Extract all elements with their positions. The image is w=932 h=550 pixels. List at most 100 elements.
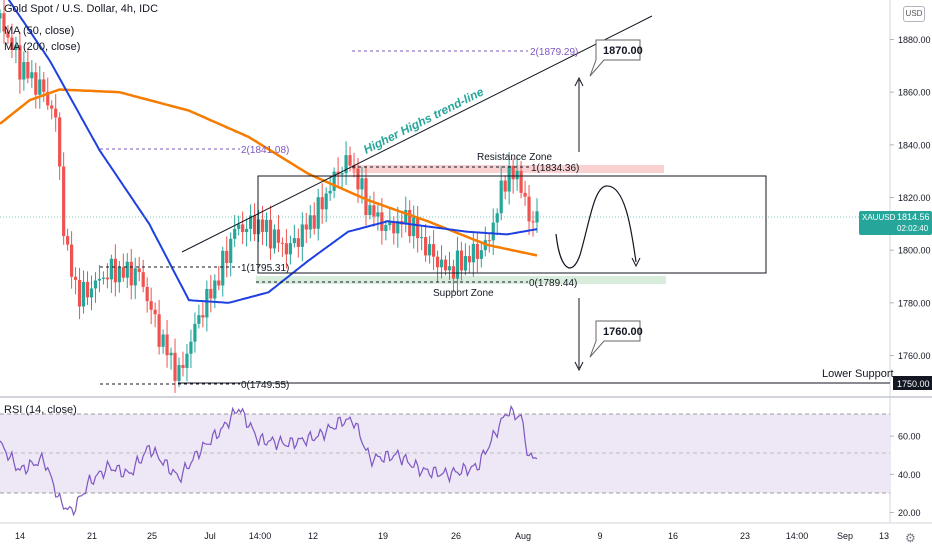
candle-body[interactable]: [519, 170, 523, 193]
range-rectangle[interactable]: [257, 175, 767, 274]
candle-body[interactable]: [121, 267, 125, 278]
candle-body[interactable]: [193, 323, 197, 342]
candle-body[interactable]: [527, 196, 531, 222]
candle-body[interactable]: [73, 276, 78, 280]
candle-body[interactable]: [6, 31, 10, 38]
candle-body[interactable]: [284, 243, 288, 255]
price-pane[interactable]: [0, 0, 890, 395]
candle-body[interactable]: [431, 244, 436, 257]
candle-body[interactable]: [360, 178, 364, 190]
candle-body[interactable]: [42, 79, 46, 92]
candle-body[interactable]: [487, 240, 491, 242]
candle-body[interactable]: [296, 238, 300, 247]
candle-body[interactable]: [165, 334, 169, 356]
candle-body[interactable]: [30, 72, 34, 79]
candle-body[interactable]: [105, 277, 109, 280]
candle-body[interactable]: [316, 197, 320, 229]
candle-body[interactable]: [245, 228, 249, 233]
candle-body[interactable]: [161, 334, 165, 347]
candle-body[interactable]: [205, 288, 209, 318]
candle-body[interactable]: [0, 13, 2, 19]
candle-body[interactable]: [189, 341, 193, 354]
candle-body[interactable]: [459, 250, 464, 271]
candle-body[interactable]: [523, 192, 527, 197]
candle-body[interactable]: [70, 244, 74, 277]
candle-body[interactable]: [368, 205, 372, 216]
candle-body[interactable]: [364, 178, 368, 216]
candle-body[interactable]: [424, 237, 428, 256]
candle-body[interactable]: [217, 280, 221, 286]
candle-body[interactable]: [137, 268, 141, 273]
candle-body[interactable]: [471, 243, 475, 263]
candle-body[interactable]: [308, 215, 312, 230]
candle-body[interactable]: [276, 229, 281, 243]
candle-body[interactable]: [416, 217, 420, 239]
candle-body[interactable]: [249, 215, 253, 229]
candle-body[interactable]: [439, 259, 444, 268]
candle-body[interactable]: [62, 166, 66, 237]
candle-body[interactable]: [2, 13, 6, 32]
candle-body[interactable]: [260, 219, 265, 232]
ma200-legend[interactable]: MA (200, close): [4, 41, 81, 53]
price-axis[interactable]: 1760.00 1780.00 1800.00 1820.00 1840.00 1860.…: [890, 35, 931, 361]
candle-body[interactable]: [467, 256, 471, 263]
candle-body[interactable]: [288, 243, 292, 255]
candle-body[interactable]: [376, 212, 380, 217]
candle-body[interactable]: [77, 279, 82, 307]
candle-body[interactable]: [197, 315, 201, 324]
candle-body[interactable]: [81, 281, 86, 307]
candle-body[interactable]: [58, 117, 62, 167]
candle-body[interactable]: [511, 166, 515, 180]
candle-body[interactable]: [145, 286, 149, 302]
candle-body[interactable]: [408, 209, 412, 237]
candle-body[interactable]: [451, 266, 456, 279]
ma50-legend[interactable]: MA (50, close): [4, 25, 75, 37]
candle-body[interactable]: [50, 105, 54, 109]
current-price-tag[interactable]: XAUUSD 1814.56 02:02:40: [859, 211, 932, 235]
candle-body[interactable]: [181, 365, 185, 368]
rsi-axis[interactable]: 20.00 40.00 60.00: [890, 432, 921, 518]
candle-body[interactable]: [109, 258, 113, 280]
candle-body[interactable]: [264, 219, 269, 232]
candle-body[interactable]: [324, 193, 328, 210]
candle-body[interactable]: [125, 261, 129, 278]
candle-body[interactable]: [149, 301, 153, 310]
candle-body[interactable]: [300, 224, 304, 247]
candle-body[interactable]: [133, 268, 137, 286]
candle-body[interactable]: [340, 173, 344, 175]
lower-support-tag[interactable]: 1750.00: [893, 376, 932, 390]
candle-body[interactable]: [292, 238, 296, 244]
candle-body[interactable]: [388, 221, 392, 226]
candle-body[interactable]: [185, 353, 189, 368]
candle-body[interactable]: [304, 224, 308, 230]
time-axis[interactable]: 14 21 25 Jul 14:00 12 19 26 Aug 9 16 23 14:00 Sep 13: [15, 531, 889, 541]
candle-body[interactable]: [356, 168, 360, 190]
candle-body[interactable]: [117, 267, 121, 283]
candle-body[interactable]: [531, 221, 535, 223]
candle-body[interactable]: [268, 219, 273, 249]
candle-body[interactable]: [141, 272, 145, 287]
candle-body[interactable]: [54, 108, 58, 118]
candle-body[interactable]: [491, 222, 495, 241]
candle-body[interactable]: [435, 256, 440, 268]
candle-body[interactable]: [384, 225, 388, 231]
candle-body[interactable]: [348, 155, 352, 166]
candle-body[interactable]: [252, 215, 257, 235]
higher-highs-trend-line[interactable]: [181, 15, 653, 253]
candle-body[interactable]: [225, 250, 229, 263]
candle-body[interactable]: [332, 171, 336, 191]
target-up-callout[interactable]: 1870.00: [589, 39, 643, 77]
candle-body[interactable]: [463, 256, 467, 271]
candle-body[interactable]: [66, 236, 70, 245]
candle-body[interactable]: [93, 280, 98, 289]
candle-body[interactable]: [396, 220, 400, 234]
candle-body[interactable]: [372, 205, 376, 217]
candle-body[interactable]: [503, 180, 507, 192]
candle-body[interactable]: [177, 365, 181, 381]
candle-body[interactable]: [280, 242, 285, 244]
candle-body[interactable]: [475, 243, 479, 259]
candle-body[interactable]: [412, 217, 416, 237]
target-down-callout[interactable]: 1760.00: [589, 320, 643, 358]
rsi-legend[interactable]: RSI (14, close): [4, 404, 77, 416]
